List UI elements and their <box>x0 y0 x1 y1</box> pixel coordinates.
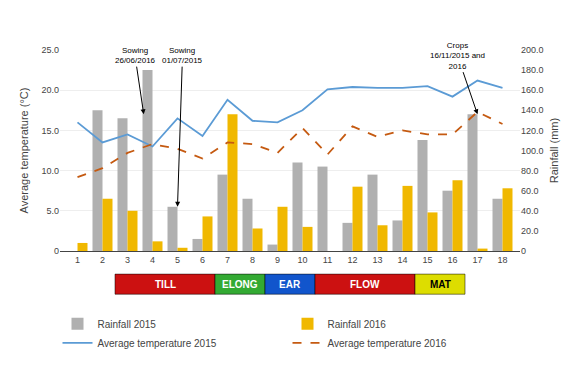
svg-text:6: 6 <box>200 255 205 265</box>
svg-text:200.0: 200.0 <box>521 45 544 55</box>
svg-text:40.0: 40.0 <box>521 206 539 216</box>
svg-text:25.0: 25.0 <box>41 45 59 55</box>
svg-text:0: 0 <box>521 246 526 256</box>
svg-text:160.0: 160.0 <box>521 85 544 95</box>
svg-text:2: 2 <box>100 255 105 265</box>
svg-text:5: 5 <box>175 255 180 265</box>
svg-text:14: 14 <box>397 255 407 265</box>
svg-text:0: 0 <box>54 246 59 256</box>
svg-text:1: 1 <box>75 255 80 265</box>
svg-text:FLOW: FLOW <box>350 279 380 290</box>
svg-text:15.0: 15.0 <box>41 126 59 136</box>
svg-text:Average temperature (°C): Average temperature (°C) <box>18 88 30 214</box>
svg-text:140.0: 140.0 <box>521 105 544 115</box>
svg-text:15: 15 <box>422 255 432 265</box>
svg-text:17: 17 <box>472 255 482 265</box>
svg-text:60.0: 60.0 <box>521 186 539 196</box>
svg-text:100.0: 100.0 <box>521 146 544 156</box>
svg-text:10.0: 10.0 <box>41 166 59 176</box>
svg-text:16: 16 <box>447 255 457 265</box>
svg-text:Average temperature 2015: Average temperature 2015 <box>98 338 217 349</box>
svg-text:5.0: 5.0 <box>46 206 59 216</box>
svg-text:20.0: 20.0 <box>521 226 539 236</box>
svg-text:Sowing26/06/2016: Sowing26/06/2016 <box>115 46 156 65</box>
svg-text:TILL: TILL <box>155 279 176 290</box>
svg-text:9: 9 <box>275 255 280 265</box>
svg-text:Sowing01/07/2015: Sowing01/07/2015 <box>162 46 203 65</box>
svg-text:MAT: MAT <box>430 279 451 290</box>
svg-text:3: 3 <box>125 255 130 265</box>
svg-text:8: 8 <box>250 255 255 265</box>
svg-text:Crops16/11/2015 and2016: Crops16/11/2015 and2016 <box>430 41 485 71</box>
svg-text:EAR: EAR <box>279 279 301 290</box>
svg-text:18: 18 <box>497 255 507 265</box>
svg-text:11: 11 <box>323 255 332 265</box>
svg-text:4: 4 <box>150 255 155 265</box>
svg-text:Average temperature 2016: Average temperature 2016 <box>328 338 447 349</box>
svg-text:Rainfall 2015: Rainfall 2015 <box>98 319 157 330</box>
svg-text:80.0: 80.0 <box>521 166 539 176</box>
svg-text:Rainfall (mm): Rainfall (mm) <box>548 118 560 183</box>
svg-text:180.0: 180.0 <box>521 65 544 75</box>
svg-text:12: 12 <box>347 255 357 265</box>
svg-text:ELONG: ELONG <box>222 279 258 290</box>
svg-text:10: 10 <box>297 255 307 265</box>
svg-text:7: 7 <box>225 255 230 265</box>
svg-text:20.0: 20.0 <box>41 85 59 95</box>
svg-text:120.0: 120.0 <box>521 126 544 136</box>
svg-text:Rainfall 2016: Rainfall 2016 <box>328 319 387 330</box>
svg-text:13: 13 <box>372 255 382 265</box>
